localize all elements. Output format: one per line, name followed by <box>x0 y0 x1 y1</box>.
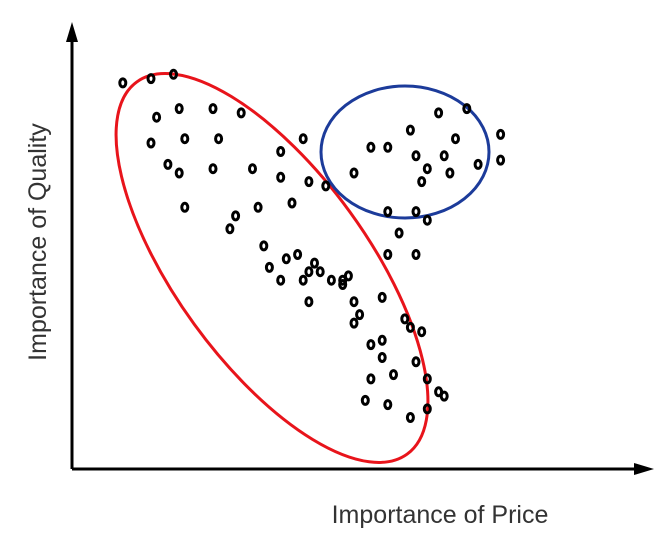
data-point <box>298 133 308 145</box>
data-point <box>276 274 286 286</box>
data-point <box>422 214 432 226</box>
data-point <box>405 321 415 333</box>
data-point <box>225 223 235 235</box>
data-point <box>383 141 393 153</box>
data-point <box>411 249 421 260</box>
data-point <box>326 274 336 286</box>
data-point <box>349 296 359 308</box>
data-point <box>360 394 370 406</box>
data-point <box>208 163 218 175</box>
data-point <box>259 240 269 252</box>
data-point <box>321 180 331 192</box>
data-point <box>276 171 286 183</box>
data-point <box>451 133 460 145</box>
data-point <box>253 201 263 213</box>
data-point <box>389 369 398 381</box>
data-point <box>377 352 387 363</box>
data-point <box>298 274 308 286</box>
data-point <box>417 176 427 188</box>
data-point <box>315 266 325 278</box>
data-point <box>383 206 393 218</box>
y-axis-label: Importance of Quality <box>24 123 52 361</box>
data-point <box>411 150 421 162</box>
data-point <box>349 167 359 179</box>
data-point <box>411 206 421 218</box>
data-point <box>366 373 376 385</box>
data-point <box>496 128 506 140</box>
scatter-points <box>118 68 506 423</box>
data-point <box>208 103 218 115</box>
data-point <box>146 137 156 149</box>
data-point <box>174 103 184 115</box>
data-point <box>180 133 190 145</box>
data-point <box>264 261 274 273</box>
data-point <box>434 107 444 119</box>
data-point <box>248 163 257 175</box>
data-point <box>152 111 162 123</box>
price-sensitive-cluster-ellipse <box>114 72 430 464</box>
data-point <box>304 296 314 308</box>
data-point <box>400 313 410 325</box>
x-axis-arrow-icon <box>634 463 654 475</box>
cluster-ellipses <box>114 72 491 464</box>
data-point <box>394 227 404 239</box>
data-point <box>276 146 286 157</box>
data-point <box>496 154 506 166</box>
data-point <box>310 257 319 269</box>
data-point <box>349 317 359 329</box>
data-point <box>355 309 365 321</box>
data-point <box>180 201 190 213</box>
data-point <box>422 163 432 175</box>
data-point <box>287 197 297 209</box>
axes <box>66 22 654 475</box>
data-point <box>473 158 483 170</box>
quality-sensitive-cluster-ellipse <box>319 84 491 220</box>
data-point <box>377 291 387 303</box>
data-point <box>439 150 449 162</box>
data-point <box>366 141 376 153</box>
data-point <box>214 133 224 145</box>
data-point <box>462 103 472 115</box>
data-point <box>304 266 314 278</box>
data-point <box>236 107 246 119</box>
data-point <box>338 279 348 290</box>
data-point <box>439 390 449 402</box>
data-point <box>422 403 432 415</box>
data-point <box>366 339 376 351</box>
y-axis-arrow-icon <box>66 22 78 42</box>
data-point <box>281 253 291 265</box>
data-point <box>343 270 353 282</box>
x-axis-label: Importance of Price <box>332 501 549 529</box>
data-point <box>445 167 455 179</box>
data-point <box>377 334 387 346</box>
data-point <box>146 73 156 85</box>
data-point <box>174 167 184 179</box>
data-point <box>293 249 303 260</box>
data-point <box>411 356 421 368</box>
data-point <box>405 124 415 136</box>
data-point <box>422 373 432 385</box>
data-point <box>417 326 427 338</box>
data-point <box>163 158 173 170</box>
data-point <box>304 176 314 188</box>
data-point <box>118 77 128 89</box>
data-point <box>405 412 415 423</box>
data-point <box>231 210 241 222</box>
data-point <box>383 399 393 411</box>
data-point <box>383 249 393 260</box>
data-point <box>169 68 178 80</box>
